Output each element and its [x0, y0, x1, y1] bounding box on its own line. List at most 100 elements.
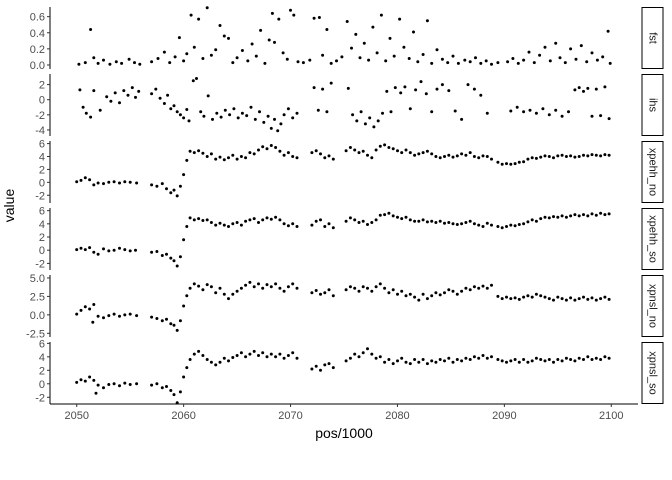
data-point — [443, 155, 446, 158]
data-point — [547, 113, 551, 117]
data-point — [108, 62, 112, 66]
panel-xpnsl_so: -20 24 6 xpnsl_so — [35, 338, 664, 404]
data-point — [150, 315, 154, 319]
data-point — [607, 153, 611, 157]
y-tick-label: 0 — [39, 177, 45, 189]
data-point — [209, 53, 213, 57]
data-point — [178, 319, 182, 323]
data-point — [500, 359, 504, 363]
data-point — [185, 52, 189, 56]
data-point — [443, 359, 446, 363]
data-point — [564, 356, 568, 360]
data-point — [438, 219, 442, 223]
data-point — [472, 155, 476, 158]
data-point — [586, 86, 590, 90]
data-point — [269, 144, 273, 147]
data-point — [250, 42, 254, 46]
data-point — [346, 86, 350, 90]
data-point — [258, 110, 261, 114]
data-point — [177, 36, 181, 40]
data-point — [404, 294, 408, 298]
data-point — [155, 184, 159, 188]
data-point — [541, 107, 545, 111]
data-point — [222, 356, 226, 360]
data-point — [484, 59, 488, 63]
data-point — [185, 108, 189, 111]
y-tick-label: 5.0 — [30, 273, 45, 285]
data-point — [274, 146, 278, 149]
data-point — [586, 355, 590, 359]
data-point — [398, 17, 402, 21]
data-point — [319, 368, 322, 372]
y-tick-label: 0.0 — [30, 310, 45, 322]
data-point — [599, 297, 603, 301]
data-point — [490, 157, 493, 161]
data-point — [481, 354, 485, 357]
data-point — [438, 293, 442, 297]
data-point — [522, 110, 526, 114]
data-point — [218, 286, 222, 290]
data-point — [526, 220, 530, 224]
y-tick-label: 0.4 — [30, 28, 45, 40]
data-point — [387, 358, 391, 361]
data-point — [118, 181, 121, 185]
data-point — [245, 114, 249, 118]
data-point — [594, 153, 598, 157]
y-tick-label: -2 — [35, 392, 45, 404]
data-point — [517, 360, 521, 364]
data-point — [594, 298, 598, 302]
data-point — [199, 110, 203, 114]
data-point — [316, 108, 320, 112]
data-point — [331, 157, 335, 161]
data-point — [265, 355, 269, 359]
data-point — [214, 223, 218, 227]
data-point — [185, 225, 189, 228]
data-point — [539, 217, 543, 221]
data-point — [366, 286, 369, 290]
data-point — [227, 359, 230, 363]
data-point — [261, 218, 265, 222]
y-tick-label: 2 — [39, 232, 45, 244]
data-point — [509, 359, 513, 363]
data-point — [83, 305, 87, 309]
data-point — [387, 146, 391, 149]
data-point — [127, 57, 131, 61]
data-point — [206, 94, 210, 98]
data-point — [421, 292, 425, 296]
data-point — [128, 180, 132, 184]
data-point — [430, 294, 434, 298]
data-point — [231, 292, 235, 296]
data-point — [601, 55, 605, 59]
data-point — [586, 214, 590, 218]
data-point — [421, 358, 425, 361]
data-point — [113, 91, 117, 95]
data-point — [370, 289, 374, 293]
data-point — [314, 289, 318, 292]
data-point — [440, 57, 444, 61]
data-point — [419, 80, 423, 84]
data-point — [496, 294, 500, 298]
panel-ihs: -4 -2 0 2 ihs — [35, 74, 664, 137]
data-point — [362, 41, 366, 45]
data-point — [434, 360, 438, 364]
data-point — [185, 158, 189, 162]
data-point — [522, 160, 526, 164]
data-point — [505, 295, 508, 299]
data-point — [577, 86, 581, 90]
data-point — [285, 57, 289, 61]
data-point — [248, 352, 252, 356]
data-point — [451, 289, 455, 293]
data-point — [214, 157, 218, 161]
data-point — [128, 249, 132, 253]
data-point — [282, 113, 286, 117]
data-point — [329, 61, 333, 65]
y-axis-title: value — [1, 189, 17, 223]
data-point — [607, 117, 611, 121]
data-point — [173, 55, 177, 59]
data-point — [603, 213, 607, 217]
data-point — [202, 114, 206, 118]
data-point — [314, 364, 318, 368]
data-point — [582, 89, 585, 93]
data-point — [102, 58, 105, 62]
data-point — [526, 294, 530, 298]
